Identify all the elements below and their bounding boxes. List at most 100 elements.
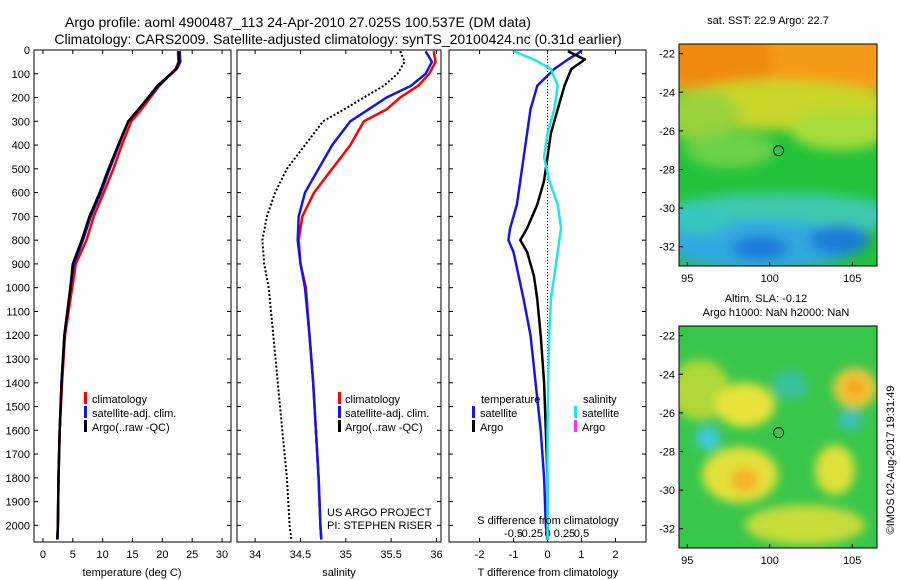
legend-label-argo: Argo(..raw -QC) <box>345 422 423 434</box>
top-tick-label: 0.5 <box>574 528 589 540</box>
lat-tick-label: -26 <box>659 126 675 138</box>
sst-map-ticks: 95 100 105 -22 -24 -26 -28 -30 -32 <box>659 49 861 285</box>
series-line <box>261 50 406 540</box>
title-line-2: Climatology: CARS2009. Satellite-adjuste… <box>54 31 621 47</box>
pi-credit: PI: STEPHEN RISER <box>327 520 432 532</box>
legend-label-climatology: climatology <box>345 394 401 406</box>
difference-legend: temperature salinity satellite Argo sate… <box>472 394 619 434</box>
salinity-lines <box>261 50 437 540</box>
depth-tick-label: 100 <box>12 69 30 81</box>
legend-header-temperature: temperature <box>481 394 540 406</box>
lat-tick-label: -24 <box>659 87 675 99</box>
s-difference-label: S difference from climatology <box>477 515 619 527</box>
legend-label-satellite: satellite-adj. clim. <box>345 408 429 420</box>
series-line <box>513 50 563 540</box>
temperature-axis: 0 5 10 15 20 25 30 <box>40 50 228 561</box>
depth-tick-label: 2000 <box>6 520 30 532</box>
imos-stamp: ©IMOS 02-Aug-2017 19:31:49 <box>885 386 897 535</box>
sla-map-panel: Altim. SLA: -0.12 Argo h1000: NaN h2000:… <box>659 293 878 567</box>
temperature-panel: 0100200300400500600700800900100011001200… <box>6 45 232 579</box>
lon-tick-label: 100 <box>761 555 779 567</box>
lat-tick-label: -22 <box>659 49 675 61</box>
sla-map-frame <box>678 325 878 549</box>
lat-tick-label: -28 <box>659 446 675 458</box>
lat-tick-label: -22 <box>659 331 675 343</box>
x-tick-label: 34.5 <box>290 549 311 561</box>
series-line <box>56 51 182 540</box>
x-tick-label: 10 <box>97 549 109 561</box>
legend-swatch-s-argo <box>574 420 577 432</box>
temperature-xlabel: temperature (deg C) <box>82 567 181 579</box>
difference-lines <box>507 50 587 542</box>
depth-tick-label: 0 <box>24 45 30 57</box>
x-tick-label: 20 <box>156 549 168 561</box>
depth-tick-label: 400 <box>12 140 30 152</box>
legend-label-s-satellite: satellite <box>582 408 619 420</box>
lon-tick-label: 95 <box>681 273 693 285</box>
sla-heatmap-image <box>679 326 877 548</box>
depth-tick-label: 1800 <box>6 473 30 485</box>
x-tick-label: 34 <box>249 549 261 561</box>
sst-map-title: sat. SST: 22.9 Argo: 22.7 <box>707 15 829 27</box>
salinity-legend: climatology satellite-adj. clim. Argo(..… <box>338 392 429 434</box>
legend-label-t-argo: Argo <box>480 422 503 434</box>
x-tick-label: -2 <box>475 549 485 561</box>
lat-tick-label: -24 <box>659 369 675 381</box>
x-tick-label: 2 <box>612 549 618 561</box>
salinity-xlabel: salinity <box>322 567 356 579</box>
top-tick-label: -0.5 <box>504 528 523 540</box>
legend-swatch-satellite <box>338 406 341 418</box>
sla-map-title: Altim. SLA: -0.12 <box>725 293 808 305</box>
series-line <box>519 50 587 540</box>
lat-tick-label: -32 <box>659 242 675 254</box>
x-tick-label: 0 <box>40 549 46 561</box>
legend-label-s-argo: Argo <box>582 422 605 434</box>
depth-tick-label: 600 <box>12 188 30 200</box>
legend-swatch-t-argo <box>472 420 475 432</box>
sla-map-ticks: 95 100 105 -22 -24 -26 -28 -30 -32 <box>659 331 861 567</box>
series-line <box>507 50 583 540</box>
lat-tick-label: -28 <box>659 164 675 176</box>
x-tick-label: 1 <box>578 549 584 561</box>
depth-tick-label: 1200 <box>6 330 30 342</box>
depth-axis: 0 100 200 300 400 500 600 700 800 900 1000 1100 1200… <box>6 45 231 532</box>
series-line <box>297 50 437 540</box>
lat-tick-label: -30 <box>659 203 675 215</box>
sla-map-subtitle: Argo h1000: NaN h2000: NaN <box>703 307 850 319</box>
lon-tick-label: 100 <box>761 273 779 285</box>
lat-tick-label: -30 <box>659 485 675 497</box>
x-tick-label: 25 <box>186 549 198 561</box>
x-tick-label: 0 <box>544 549 550 561</box>
top-tick-label: -0.25 <box>518 528 543 540</box>
sst-heatmap-image <box>679 44 877 266</box>
x-tick-label: 5 <box>70 549 76 561</box>
series-line <box>56 51 180 540</box>
legend-swatch-s-satellite <box>574 406 577 418</box>
legend-header-salinity: salinity <box>583 394 617 406</box>
legend-swatch-argo <box>338 420 341 432</box>
salinity-axes-frame <box>236 49 442 543</box>
temperature-lines <box>56 51 182 540</box>
legend-swatch-t-satellite <box>472 406 475 418</box>
depth-tick-label: 1700 <box>6 449 30 461</box>
lat-tick-label: -26 <box>659 408 675 420</box>
legend-swatch-argo <box>84 420 87 432</box>
legend-label-climatology: climatology <box>92 394 148 406</box>
series-line <box>296 50 434 540</box>
sst-map-frame <box>678 43 878 267</box>
depth-tick-label: 1900 <box>6 497 30 509</box>
depth-tick-label: 1000 <box>6 283 30 295</box>
lon-tick-label: 105 <box>843 273 861 285</box>
x-tick-label: -1 <box>509 549 519 561</box>
depth-tick-label: 1100 <box>6 306 30 318</box>
difference-depth-ticks <box>449 49 646 526</box>
salinity-axis: 34 34.5 35 35.5 36 <box>249 50 443 561</box>
depth-tick-label: 1500 <box>6 402 30 414</box>
sst-map-panel: sat. SST: 22.9 Argo: 22.7 95 100 105 -22 -24… <box>659 15 878 285</box>
series-line <box>56 51 181 540</box>
salinity-panel: 34 34.5 35 35.5 36 salinity climatology sate… <box>236 49 443 579</box>
depth-tick-label: 1600 <box>6 425 30 437</box>
legend-label-t-satellite: satellite <box>480 408 517 420</box>
